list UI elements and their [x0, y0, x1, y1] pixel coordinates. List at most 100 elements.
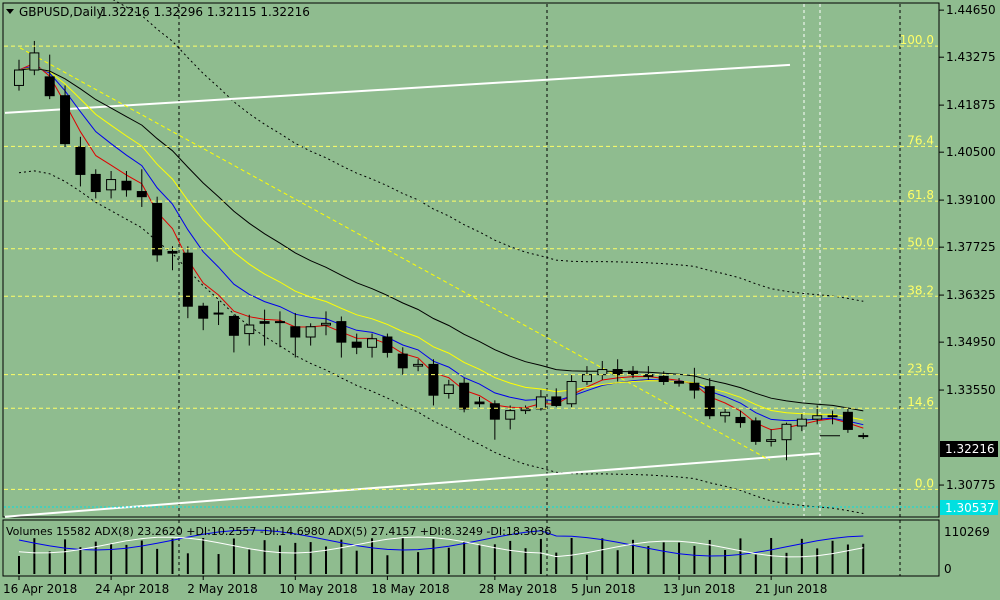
- candle[interactable]: [566, 374, 577, 408]
- candle[interactable]: [75, 136, 86, 187]
- candle[interactable]: [581, 366, 592, 385]
- candle-body: [290, 326, 301, 338]
- indicator-label: Volumes 15582 ADX(8) 23.2620 +DI:10.2557…: [6, 525, 551, 538]
- candle-body: [14, 69, 24, 86]
- price-tick-label: 1.41875: [946, 98, 996, 112]
- candle-body: [489, 403, 500, 420]
- candle[interactable]: [351, 333, 362, 355]
- price-tick-label: 1.37725: [946, 240, 996, 254]
- candle[interactable]: [90, 169, 101, 199]
- candle[interactable]: [274, 311, 285, 348]
- volume-max-tick: 110269: [944, 525, 990, 539]
- candle[interactable]: [766, 429, 777, 447]
- candle[interactable]: [520, 405, 531, 415]
- candle-body: [106, 179, 117, 191]
- candle[interactable]: [827, 410, 838, 425]
- candle[interactable]: [367, 333, 378, 358]
- candle[interactable]: [397, 347, 408, 375]
- fib-diagonal-line: [19, 47, 771, 461]
- candle[interactable]: [198, 302, 209, 331]
- candle[interactable]: [106, 171, 117, 199]
- candle-body: [244, 324, 255, 335]
- price-tick-label: 1.34950: [946, 335, 996, 349]
- candle[interactable]: [121, 171, 132, 197]
- candle-body: [182, 252, 193, 307]
- candle[interactable]: [474, 396, 485, 408]
- candle-body: [136, 191, 147, 198]
- candle-body: [535, 396, 546, 410]
- candle-body: [750, 420, 761, 442]
- candle-body: [321, 322, 331, 326]
- date-tick-label: 18 May 2018: [371, 582, 449, 596]
- candle[interactable]: [336, 316, 347, 358]
- candle-body: [90, 173, 101, 193]
- candle[interactable]: [796, 414, 807, 432]
- candle[interactable]: [858, 432, 869, 440]
- candle-body: [167, 250, 178, 254]
- date-tick-label: 28 May 2018: [479, 582, 557, 596]
- candle[interactable]: [182, 246, 193, 319]
- candle[interactable]: [167, 246, 178, 271]
- date-tick-label: 21 Jun 2018: [755, 582, 827, 596]
- candle[interactable]: [459, 378, 470, 413]
- candle[interactable]: [597, 360, 608, 380]
- candle-body: [566, 381, 577, 405]
- candle-body: [720, 411, 731, 417]
- candle[interactable]: [321, 311, 331, 336]
- date-tick-label: 24 Apr 2018: [95, 582, 169, 596]
- candle-body: [274, 321, 285, 324]
- candle[interactable]: [674, 378, 685, 387]
- candle[interactable]: [14, 59, 24, 91]
- candle-body: [60, 95, 71, 145]
- candle[interactable]: [505, 405, 516, 430]
- candle[interactable]: [781, 422, 792, 461]
- envelope-upper: [112, 0, 864, 302]
- candle[interactable]: [750, 417, 761, 445]
- candle[interactable]: [152, 196, 163, 262]
- candle[interactable]: [612, 359, 623, 382]
- candle[interactable]: [44, 54, 55, 100]
- candle[interactable]: [689, 367, 700, 399]
- candle[interactable]: [29, 40, 40, 76]
- candle-body: [597, 369, 608, 376]
- candle[interactable]: [228, 314, 239, 353]
- candle[interactable]: [136, 169, 147, 207]
- candle-body: [812, 415, 823, 420]
- candle[interactable]: [443, 379, 454, 399]
- indicator-pane-frame: [2, 519, 940, 577]
- candle[interactable]: [259, 309, 270, 346]
- candle[interactable]: [489, 400, 500, 440]
- candle-body: [443, 384, 454, 394]
- moving-average-yellow: [18, 66, 864, 421]
- candle[interactable]: [628, 366, 638, 379]
- dropdown-arrow-icon[interactable]: [6, 9, 14, 14]
- candle[interactable]: [305, 323, 316, 346]
- candle[interactable]: [735, 410, 746, 428]
- candle[interactable]: [244, 314, 255, 346]
- main-pane-frame: [2, 2, 940, 518]
- date-tick-label: 13 Jun 2018: [663, 582, 735, 596]
- candle[interactable]: [551, 388, 562, 408]
- candle-body: [628, 370, 638, 376]
- candle[interactable]: [428, 359, 439, 406]
- candle[interactable]: [658, 371, 669, 385]
- candle-body: [781, 423, 792, 441]
- candle[interactable]: [842, 408, 853, 433]
- candle-body: [658, 375, 669, 383]
- envelope-lower: [18, 170, 864, 514]
- candle-body: [505, 410, 516, 420]
- candle[interactable]: [413, 359, 424, 372]
- candle[interactable]: [290, 313, 301, 358]
- fib-level-label: 76.4: [907, 133, 934, 147]
- candle[interactable]: [720, 408, 731, 423]
- low-level-label: 1.30537: [945, 501, 995, 515]
- candle[interactable]: [60, 85, 71, 148]
- candle-body: [858, 435, 869, 438]
- candle[interactable]: [213, 301, 224, 326]
- candle[interactable]: [704, 378, 715, 420]
- candle[interactable]: [382, 333, 393, 358]
- fib-level-label: 50.0: [907, 236, 934, 250]
- candle[interactable]: [535, 390, 546, 411]
